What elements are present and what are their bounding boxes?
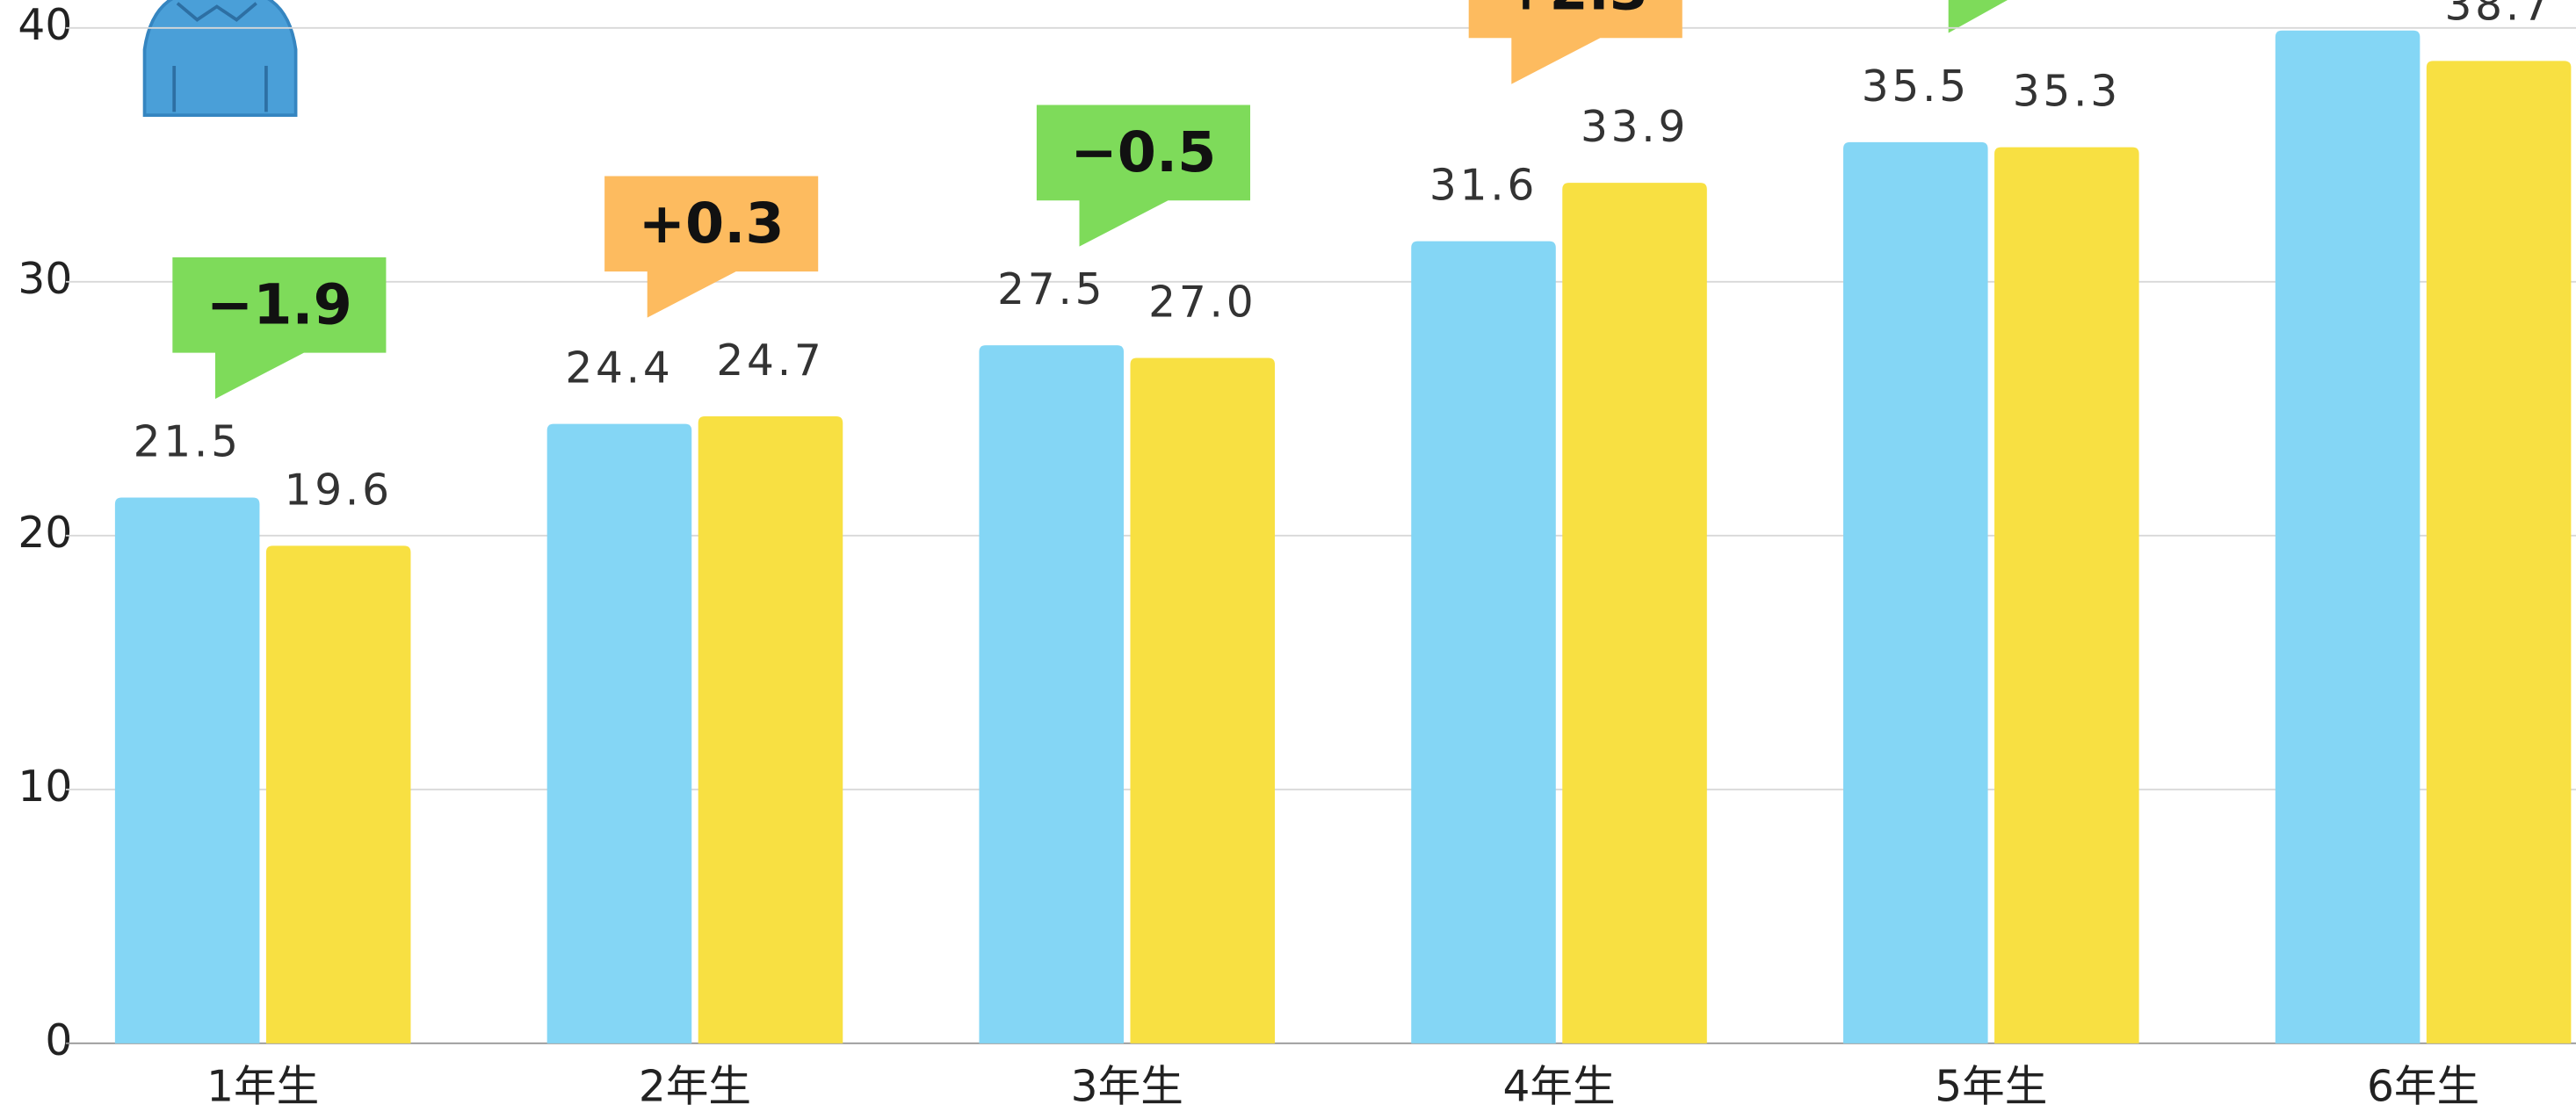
y-tick-label: 30	[18, 255, 72, 304]
y-tick-label: 20	[18, 509, 72, 558]
bar	[1411, 241, 1556, 1043]
bar	[1843, 141, 1988, 1043]
y-tick-label: 10	[18, 762, 72, 812]
bar	[1130, 357, 1276, 1043]
bar	[2426, 61, 2572, 1043]
y-tick-label: 0	[45, 1016, 72, 1065]
bar	[698, 416, 843, 1043]
value-label: 24.4	[565, 344, 673, 393]
sweater-icon	[142, 0, 298, 118]
bubble	[604, 176, 819, 318]
x-tick-label: 6年生	[2367, 1062, 2479, 1111]
bar	[114, 497, 260, 1043]
x-tick-label: 1年生	[206, 1062, 319, 1111]
bar	[546, 423, 692, 1043]
x-tick-label: 5年生	[1935, 1062, 2047, 1111]
bar	[979, 345, 1125, 1043]
value-label: 21.5	[134, 418, 242, 467]
value-label: 19.6	[285, 466, 393, 515]
bubble	[172, 256, 387, 400]
value-label: 38.7	[2445, 0, 2553, 30]
bar	[1562, 183, 1707, 1043]
difference-label: −1.9	[206, 273, 352, 338]
value-label: 31.6	[1429, 162, 1538, 211]
y-tick-label: 40	[18, 1, 72, 50]
value-label: 35.5	[1862, 62, 1970, 112]
difference-bubble: −0.5	[1036, 105, 1250, 247]
difference-label: +2.3	[1502, 0, 1648, 23]
value-label: 27.0	[1148, 278, 1256, 328]
bar	[265, 545, 411, 1043]
bubble-tail	[1948, 0, 2008, 33]
difference-bubble: −1.9	[172, 256, 387, 400]
bar	[2275, 30, 2420, 1043]
difference-bubble: +0.3	[604, 176, 819, 318]
bubble	[1468, 0, 1682, 84]
difference-label: −0.5	[1071, 120, 1217, 185]
difference-bubble: +2.3	[1468, 0, 1682, 84]
x-tick-label: 4年生	[1502, 1062, 1615, 1111]
value-label: 35.3	[2013, 68, 2121, 117]
x-tick-label: 3年生	[1071, 1062, 1183, 1111]
bubble	[1036, 105, 1250, 247]
x-tick-label: 2年生	[639, 1062, 751, 1111]
value-label: 33.9	[1581, 103, 1689, 152]
value-label: 27.5	[997, 265, 1105, 314]
bar	[1994, 147, 2139, 1043]
difference-label: +0.3	[639, 191, 785, 256]
value-label: 24.7	[716, 336, 824, 386]
plot: 0 10 20 30 40 1年生 21.5 19.6 2年生 24.4 24.7 3年生 27.5 27…	[18, 0, 2576, 1111]
